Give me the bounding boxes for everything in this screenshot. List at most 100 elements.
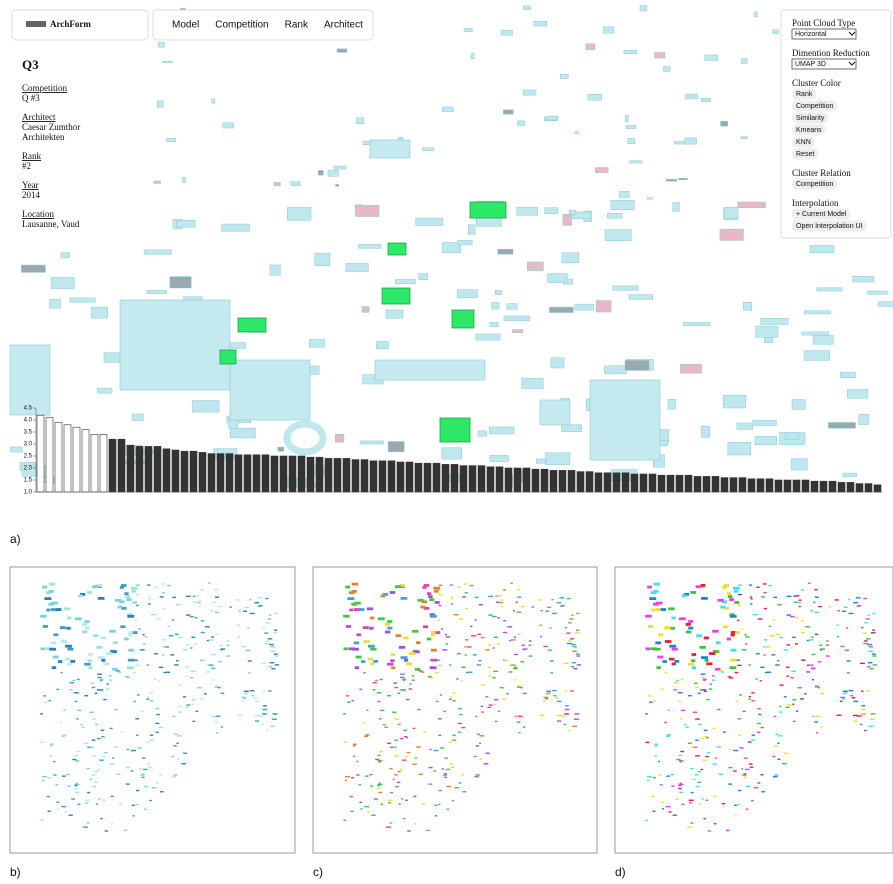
projection-point: [680, 782, 682, 783]
projection-point: [818, 661, 822, 662]
projection-point: [511, 639, 516, 640]
projection-point: [97, 677, 101, 678]
projection-point: [773, 597, 777, 598]
button-label[interactable]: + Current Model: [796, 211, 847, 218]
nav-tab[interactable]: Rank: [285, 20, 309, 31]
building: [560, 74, 568, 78]
projection-point: [547, 607, 551, 608]
projection-point: [370, 785, 373, 786]
projection-point: [465, 592, 468, 593]
projection-point: [446, 643, 449, 644]
projection-panels: [10, 567, 893, 853]
bar: [550, 470, 557, 492]
projection-point: [379, 718, 381, 719]
bar: [289, 456, 296, 492]
projection-point: [481, 637, 485, 638]
projection-point: [679, 617, 686, 620]
projection-point: [272, 719, 277, 720]
building-cluster: [370, 140, 410, 158]
building: [563, 214, 572, 225]
projection-point: [433, 587, 440, 590]
projection-point: [403, 691, 406, 692]
button-label[interactable]: Rank: [796, 91, 813, 98]
projection-point: [739, 694, 741, 695]
brand[interactable]: ArchForm: [50, 19, 91, 29]
projection-point: [422, 803, 425, 804]
building: [490, 455, 509, 461]
projection-point: [353, 756, 355, 757]
projection-point: [221, 726, 223, 727]
projection-point: [485, 696, 488, 697]
projection-point: [704, 637, 709, 640]
projection-point: [477, 734, 480, 735]
projection-point: [99, 759, 103, 760]
button[interactable]: KNN: [792, 137, 815, 148]
button[interactable]: Open Interpolation UI: [792, 221, 867, 232]
nav-tab[interactable]: Competition: [215, 20, 268, 31]
building: [701, 98, 710, 101]
select-value[interactable]: UMAP 3D: [795, 61, 826, 68]
building: [575, 304, 594, 310]
button-label[interactable]: Similarity: [796, 115, 825, 122]
projection-point: [101, 637, 106, 640]
bar: [208, 454, 215, 492]
projection-point: [792, 704, 794, 705]
projection-point: [766, 646, 770, 647]
nav-tab[interactable]: Architect: [324, 20, 363, 31]
building: [754, 12, 757, 17]
button[interactable]: Kmeans: [792, 125, 826, 136]
projection-point: [364, 736, 368, 737]
projection-point: [498, 711, 500, 712]
projection-point: [150, 692, 153, 693]
projection-point: [111, 823, 113, 824]
button[interactable]: + Current Model: [792, 209, 850, 220]
projection-point: [733, 770, 735, 771]
projection-point: [541, 610, 544, 611]
projection-point: [798, 602, 801, 603]
projection-point: [266, 622, 269, 623]
projection-point: [447, 809, 450, 810]
projection-point: [264, 632, 268, 633]
projection-point: [111, 796, 114, 797]
bar: [64, 425, 71, 492]
projection-point: [218, 661, 222, 662]
button[interactable]: Rank: [792, 89, 816, 100]
nav-tab[interactable]: Model: [172, 20, 199, 31]
button-label[interactable]: KNN: [796, 139, 811, 146]
projection-point: [651, 609, 655, 612]
projection-point: [758, 618, 763, 619]
projection-point: [461, 727, 465, 728]
projection-point: [861, 690, 863, 691]
projection-point: [565, 705, 569, 706]
projection-point: [746, 786, 751, 787]
bar: [154, 446, 161, 492]
projection-point: [649, 597, 656, 600]
projection-point: [449, 664, 451, 665]
button-label[interactable]: Open Interpolation UI: [796, 223, 863, 230]
projection-point: [703, 759, 707, 760]
projection-point: [474, 619, 476, 620]
projection-point: [661, 689, 664, 690]
button-label[interactable]: Reset: [796, 151, 814, 158]
projection-point: [435, 631, 440, 634]
projection-point: [861, 705, 865, 706]
projection-point: [183, 696, 186, 697]
projection-point: [175, 634, 179, 635]
button-label[interactable]: Competition: [796, 181, 833, 188]
projection-point: [77, 710, 82, 711]
projection-point: [837, 610, 840, 611]
button[interactable]: Competition: [792, 101, 837, 112]
building: [507, 304, 517, 309]
button[interactable]: Competition: [792, 179, 837, 190]
button[interactable]: Similarity: [792, 113, 828, 124]
projection-point: [412, 630, 419, 633]
projection-point: [381, 595, 386, 598]
button[interactable]: Reset: [792, 149, 818, 160]
building: [705, 55, 718, 61]
select-value[interactable]: Horizontal: [795, 31, 827, 38]
button-label[interactable]: Kmeans: [796, 127, 822, 134]
projection-point: [557, 720, 561, 721]
button-label[interactable]: Competition: [796, 103, 833, 110]
projection-point: [701, 798, 703, 799]
building: [562, 253, 579, 263]
